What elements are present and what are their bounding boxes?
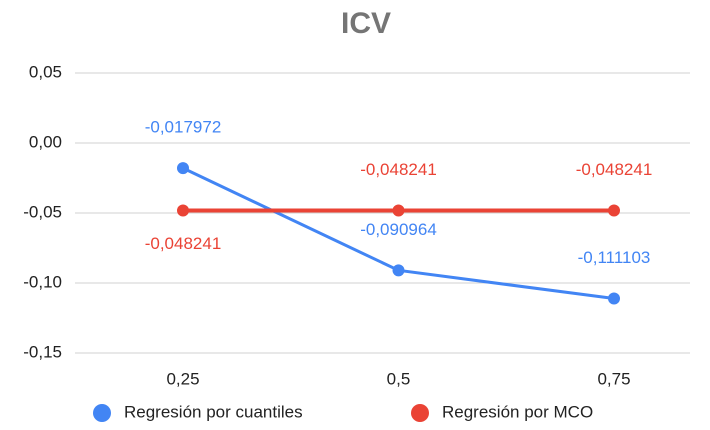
- data-label: -0,017972: [145, 118, 222, 137]
- data-label: -0,048241: [576, 160, 653, 179]
- legend-marker: [93, 404, 111, 422]
- y-tick-label: -0,10: [23, 272, 62, 291]
- data-point: [177, 162, 189, 175]
- legend-label: Regresión por MCO: [442, 402, 593, 421]
- data-point: [608, 204, 620, 217]
- y-tick-label: 0,00: [29, 132, 62, 151]
- data-label: -0,111103: [578, 248, 651, 267]
- data-point: [177, 204, 189, 217]
- data-label: -0,048241: [145, 234, 222, 253]
- y-tick-label: -0,15: [23, 342, 62, 361]
- y-tick-label: -0,05: [23, 202, 62, 221]
- data-label: -0,090964: [360, 220, 437, 239]
- data-label: -0,048241: [360, 160, 437, 179]
- legend-marker: [411, 404, 429, 422]
- data-point: [608, 292, 620, 305]
- data-point: [392, 204, 405, 217]
- chart-title: ICV: [341, 7, 391, 40]
- x-tick-label: 0,25: [166, 369, 199, 388]
- data-point: [392, 264, 405, 277]
- y-tick-label: 0,05: [29, 62, 62, 81]
- x-tick-label: 0,75: [597, 369, 630, 388]
- x-tick-label: 0,5: [387, 369, 411, 388]
- legend-label: Regresión por cuantiles: [124, 402, 303, 421]
